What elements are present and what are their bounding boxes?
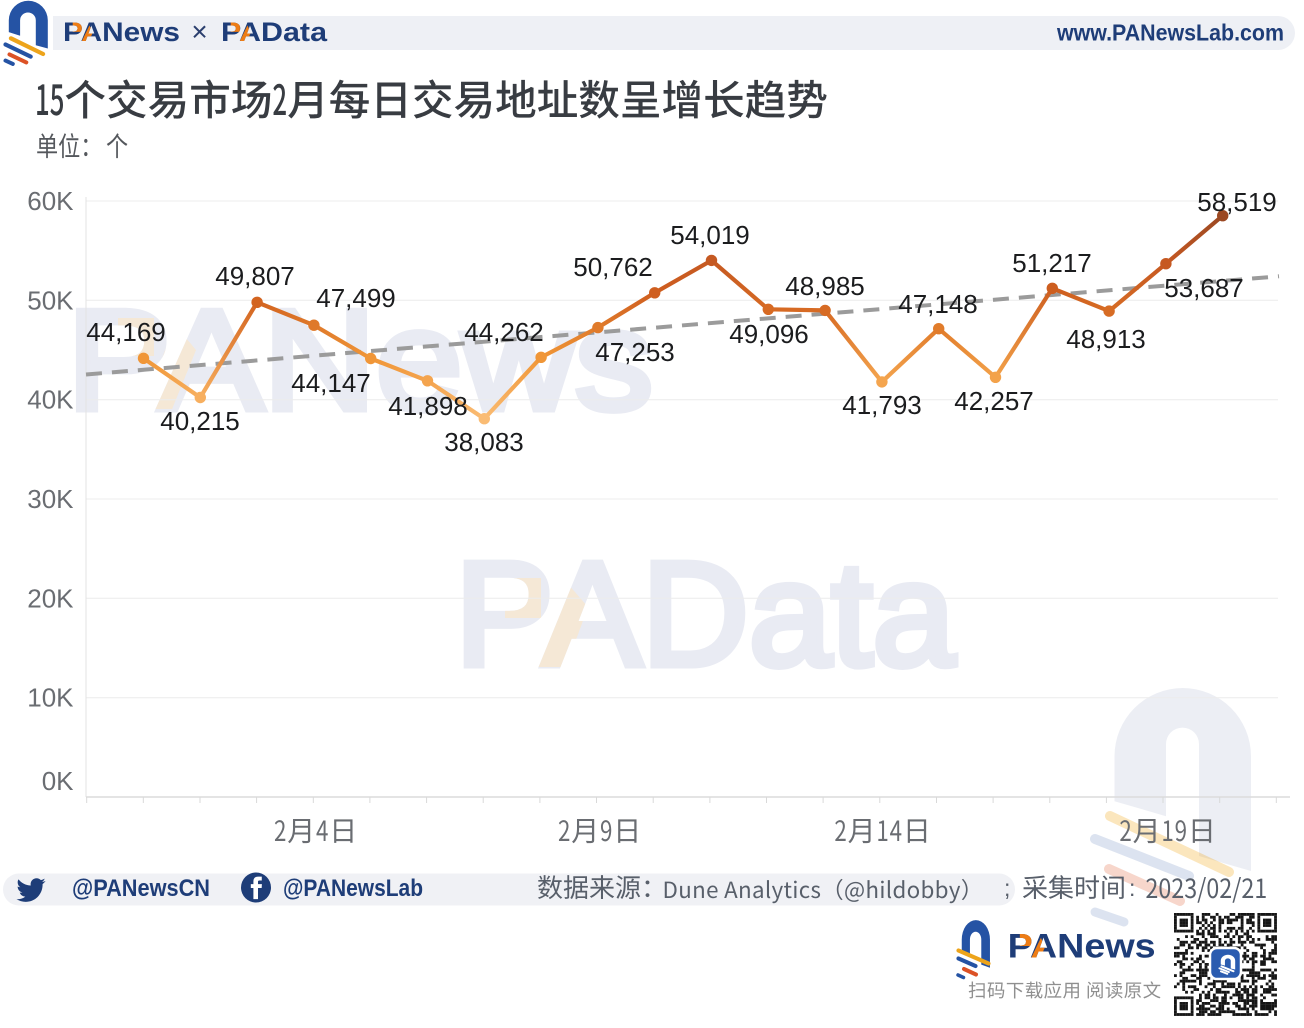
svg-text:41,793: 41,793	[842, 390, 922, 420]
svg-text:20K: 20K	[27, 583, 74, 613]
svg-text:PAData: PAData	[221, 17, 328, 47]
svg-text:49,807: 49,807	[215, 261, 295, 291]
svg-text:47,253: 47,253	[595, 337, 675, 367]
svg-text:44,169: 44,169	[86, 317, 166, 347]
svg-text:PANews: PANews	[63, 17, 180, 47]
svg-text:0K: 0K	[42, 766, 74, 796]
svg-text:47,148: 47,148	[898, 289, 978, 319]
svg-text:10K: 10K	[27, 683, 74, 713]
svg-text:49,096: 49,096	[729, 319, 809, 349]
svg-text:@PANewsLab: @PANewsLab	[283, 875, 423, 902]
svg-text:41,898: 41,898	[388, 391, 468, 421]
svg-text:PANews: PANews	[1008, 928, 1156, 966]
svg-text:40,215: 40,215	[160, 406, 240, 436]
svg-text:30K: 30K	[27, 484, 74, 514]
svg-text:54,019: 54,019	[670, 220, 750, 250]
svg-text:PAData: PAData	[455, 532, 956, 697]
svg-text:60K: 60K	[27, 186, 74, 216]
svg-text:www.PANewsLab.com: www.PANewsLab.com	[1056, 20, 1284, 46]
svg-text:@PANewsCN: @PANewsCN	[72, 875, 210, 902]
svg-text:47,499: 47,499	[316, 283, 396, 313]
svg-text:PANews: PANews	[67, 281, 653, 440]
svg-text:;: ;	[1004, 875, 1010, 901]
svg-text::: :	[1129, 875, 1135, 901]
svg-text:50K: 50K	[27, 285, 74, 315]
svg-text:42,257: 42,257	[954, 386, 1034, 416]
svg-text:44,262: 44,262	[464, 317, 544, 347]
svg-text:58,519: 58,519	[1197, 187, 1277, 217]
svg-text:×: ×	[191, 16, 207, 47]
svg-text:48,913: 48,913	[1066, 324, 1146, 354]
svg-text:44,147: 44,147	[291, 368, 371, 398]
svg-text:48,985: 48,985	[785, 271, 865, 301]
svg-text:50,762: 50,762	[573, 252, 653, 282]
svg-text:38,083: 38,083	[444, 427, 524, 457]
svg-text:51,217: 51,217	[1012, 248, 1092, 278]
svg-text:53,687: 53,687	[1164, 273, 1244, 303]
svg-text:40K: 40K	[27, 385, 74, 415]
